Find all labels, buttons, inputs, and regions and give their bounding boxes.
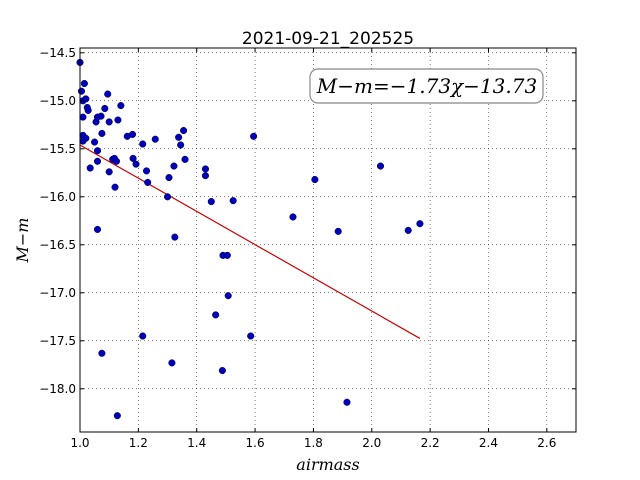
data-point — [79, 137, 87, 145]
data-point — [98, 129, 106, 137]
x-tick-label: 1.4 — [187, 436, 206, 450]
data-point — [132, 160, 140, 168]
data-point — [334, 227, 342, 235]
y-tick-label: −16.5 — [39, 238, 76, 252]
data-point — [376, 162, 385, 170]
x-tick-label: 1.0 — [70, 436, 89, 450]
data-point — [168, 359, 176, 367]
data-point — [98, 349, 106, 357]
annotation-box: M−m=−1.73χ−13.73 — [309, 68, 544, 104]
data-point — [163, 193, 172, 201]
data-point — [311, 175, 319, 184]
data-point — [93, 147, 102, 155]
data-point — [223, 251, 231, 259]
data-point — [181, 155, 189, 163]
x-tick-label: 1.6 — [246, 436, 265, 450]
data-point — [165, 174, 173, 182]
data-point — [201, 165, 210, 173]
data-point — [129, 154, 137, 162]
y-axis-label: M−m — [13, 218, 32, 264]
data-point — [93, 225, 102, 233]
data-point — [343, 398, 351, 406]
data-point — [142, 167, 151, 175]
x-tick-label: 2.6 — [537, 436, 556, 450]
data-point — [97, 112, 105, 120]
data-point — [139, 140, 147, 148]
x-axis-label: airmass — [296, 455, 359, 474]
data-point — [212, 311, 220, 319]
data-point — [80, 79, 88, 88]
fit-equation: M−m=−1.73χ−13.73 — [316, 74, 537, 98]
data-point — [86, 164, 94, 172]
data-point — [128, 130, 137, 138]
data-point — [171, 233, 179, 241]
y-tick-label: −14.5 — [39, 46, 76, 60]
data-point — [117, 102, 125, 110]
data-point — [229, 197, 237, 205]
y-tick-label: −18.0 — [39, 382, 76, 396]
data-point — [170, 162, 178, 170]
data-point — [79, 113, 87, 121]
data-point — [112, 157, 121, 165]
data-point — [84, 106, 92, 114]
data-point — [180, 127, 188, 135]
data-point — [82, 95, 90, 103]
data-point — [177, 141, 185, 149]
data-point — [404, 226, 412, 234]
data-point — [144, 178, 152, 186]
fit-layer — [79, 144, 421, 339]
points — [76, 58, 424, 420]
data-point — [105, 118, 113, 126]
y-tick-label: −17.0 — [39, 286, 76, 300]
data-point — [201, 172, 210, 180]
x-tick-label: 2.4 — [479, 436, 498, 450]
data-point — [139, 332, 147, 340]
x-tick-label: 2.2 — [421, 436, 440, 450]
grid — [80, 48, 576, 432]
data-point — [416, 220, 424, 228]
ticks: 1.0 1.2 1.4 1.6 1.8 2.0 2.2 2.4 2.6 −14.5 −15.0 −15… — [39, 46, 576, 450]
x-tick-label: 1.2 — [129, 436, 148, 450]
data-point — [250, 132, 258, 140]
data-point — [105, 168, 113, 176]
data-point — [207, 198, 215, 206]
data-point — [247, 332, 255, 340]
data-point — [218, 367, 226, 375]
annotation-frame — [309, 68, 544, 104]
data-point — [151, 135, 159, 143]
data-point — [77, 87, 86, 95]
x-tick-label: 2.0 — [362, 436, 381, 450]
data-point — [113, 412, 121, 420]
x-tick-label: 1.8 — [304, 436, 323, 450]
data-point — [104, 90, 112, 98]
data-point — [111, 183, 119, 191]
fit-line — [79, 144, 421, 339]
data-point — [175, 133, 183, 141]
data-point — [289, 213, 297, 221]
data-point — [114, 116, 122, 124]
plot-frame — [79, 47, 577, 433]
y-tick-label: −17.5 — [39, 334, 76, 348]
y-tick-label: −15.5 — [39, 142, 76, 156]
y-tick-label: −15.0 — [39, 94, 76, 108]
data-point — [101, 104, 109, 113]
data-point — [93, 157, 102, 165]
data-point — [224, 292, 232, 300]
chart-title: 2021-09-21_202525 — [242, 29, 414, 49]
y-tick-label: −16.0 — [39, 190, 76, 204]
data-point — [91, 138, 99, 146]
